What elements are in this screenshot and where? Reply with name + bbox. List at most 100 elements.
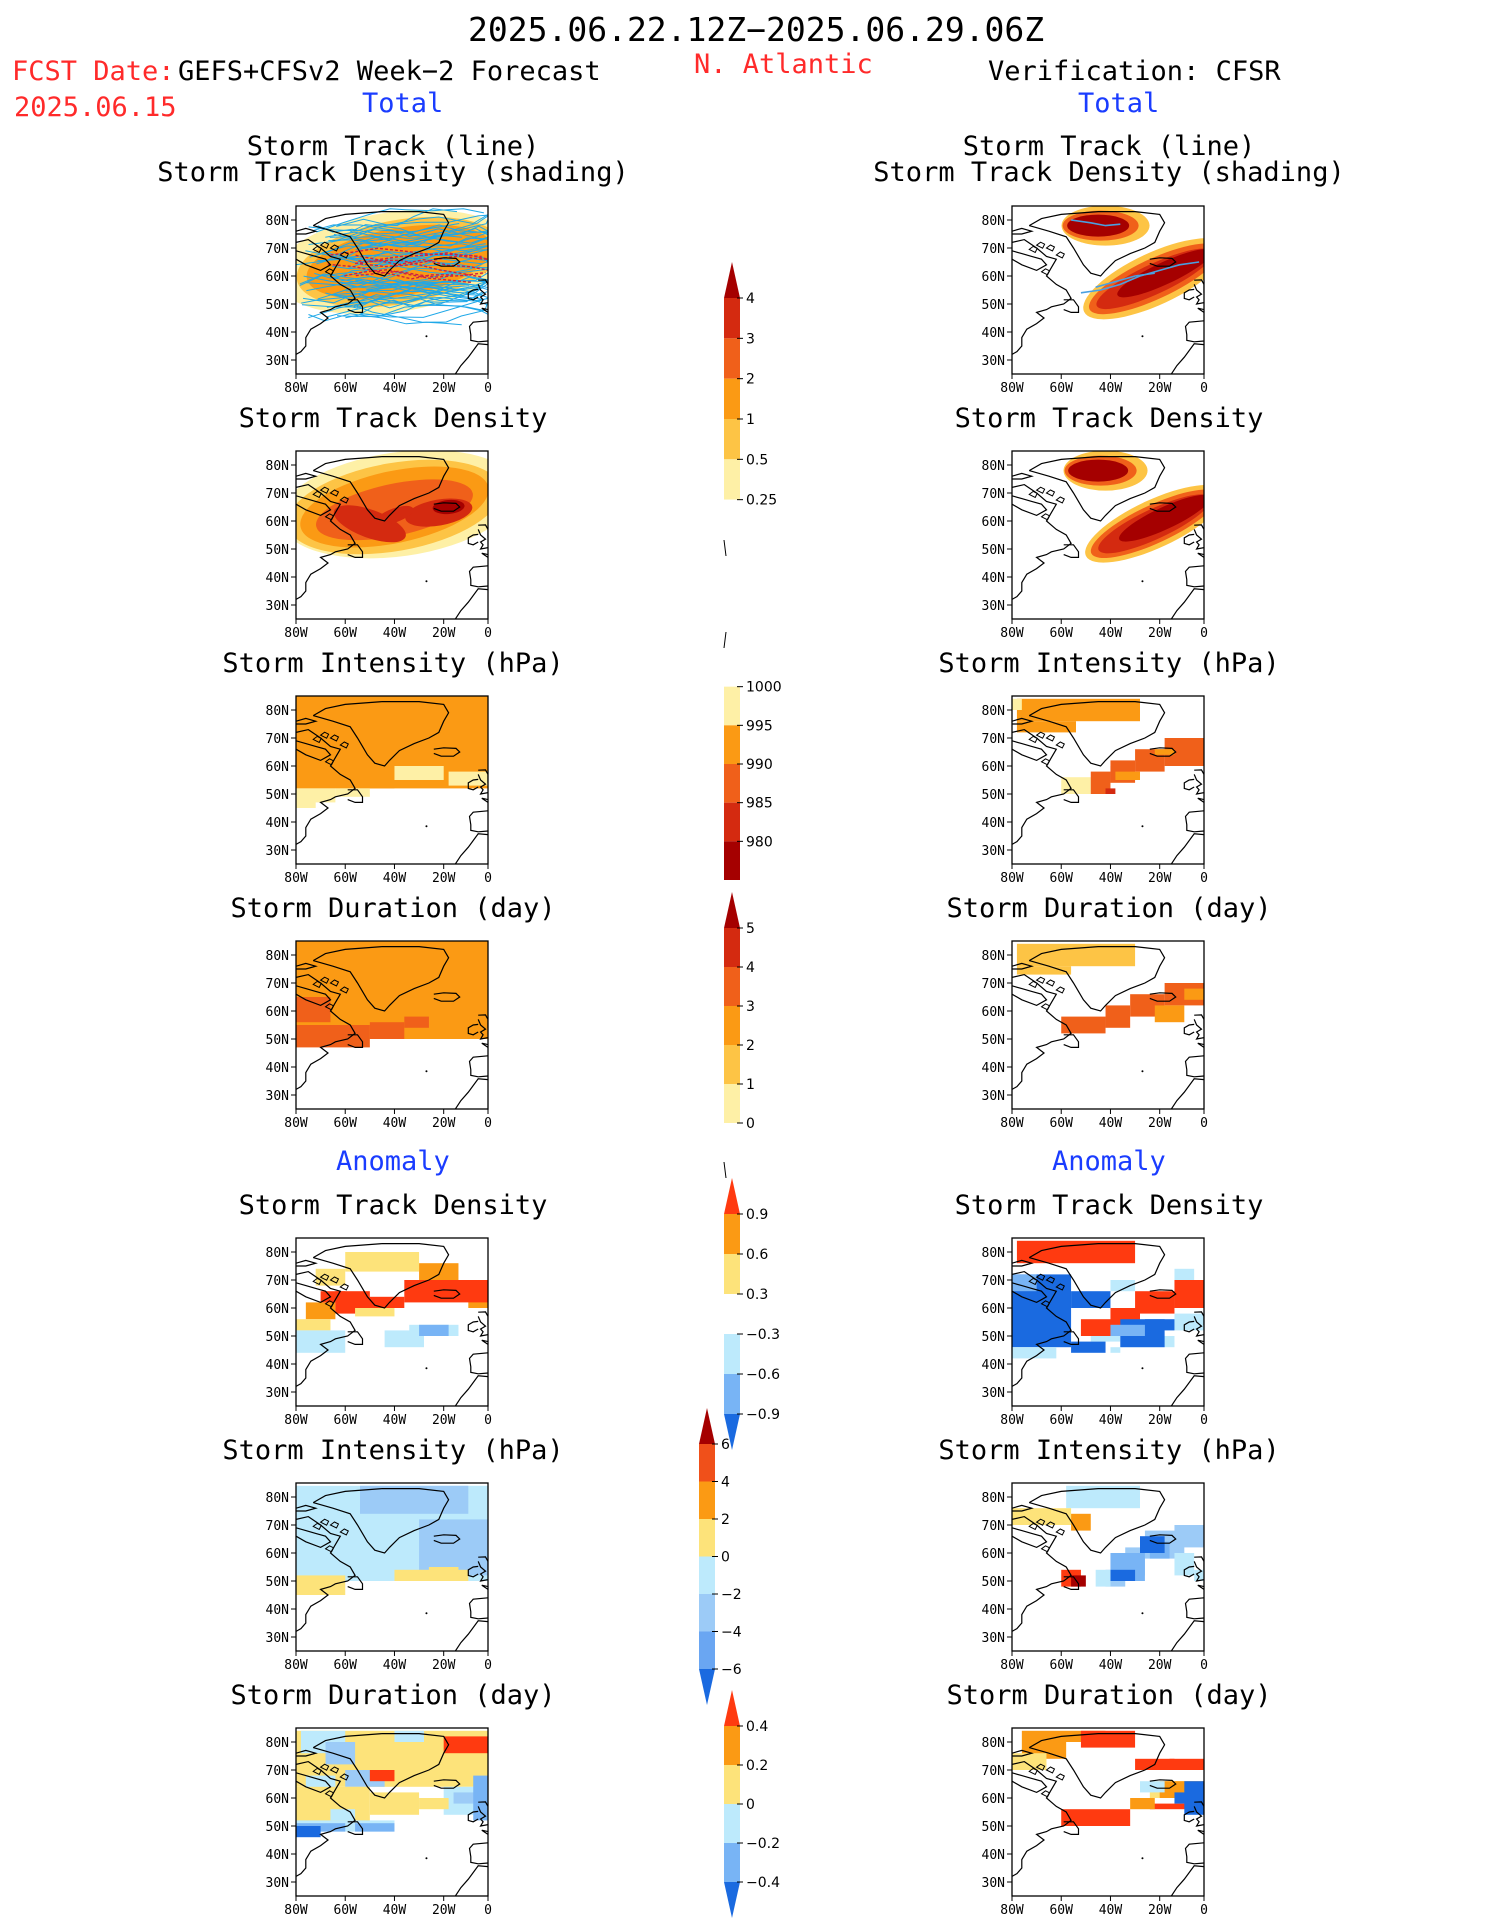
coastline: [1055, 986, 1065, 994]
coastline: [1012, 250, 1048, 272]
coastline: [1170, 1620, 1204, 1651]
coastline: [1045, 979, 1056, 987]
lon-tick-label: 0: [1200, 1658, 1208, 1673]
coastline: [468, 810, 488, 833]
shade-cell: [345, 1252, 420, 1272]
lat-tick-label: 80N: [266, 1491, 289, 1506]
coastline: [296, 717, 318, 725]
azores-dot: [425, 1857, 428, 1860]
shade-cell: [1130, 1798, 1155, 1810]
coastline: [481, 307, 488, 321]
panel-title-density-left: Storm Track Density: [238, 403, 548, 434]
coastline: [1028, 1242, 1166, 1309]
shade-cell: [296, 796, 316, 808]
map-area: [1012, 206, 1204, 374]
lat-tick-label: 80N: [982, 459, 1005, 474]
storm-track-line-mean: [355, 252, 488, 261]
coastline: [1183, 1320, 1195, 1333]
coastline: [1193, 769, 1204, 795]
colorbar-arrow-bottom: [724, 1414, 740, 1450]
storm-track-line: [317, 258, 483, 266]
map-frame: [295, 450, 489, 620]
lon-tick-label: 20W: [432, 1413, 456, 1428]
lon-tick-label: 40W: [1099, 1116, 1123, 1131]
coastline: [1040, 1003, 1051, 1011]
coastline: [324, 758, 335, 766]
verification-label: Verification: CFSR: [988, 56, 1281, 87]
colorbar-segment: [724, 1374, 740, 1414]
map-area: [296, 1238, 488, 1406]
lat-tick-label: 50N: [982, 1820, 1005, 1835]
colorbar-intensity-anom: 6 4 2 0 −2 −4 −6: [699, 1408, 742, 1705]
coastline: [339, 986, 349, 994]
coastline: [1063, 299, 1080, 314]
lon-tick-label: 20W: [1148, 1903, 1172, 1918]
shade-cell: [443, 1736, 488, 1754]
coastline: [319, 241, 330, 249]
coastline: [296, 238, 356, 355]
colorbar-label: −4: [721, 1625, 742, 1641]
coastline: [296, 1772, 332, 1794]
lat-tick-label: 70N: [982, 1519, 1005, 1534]
total-heading-left: Total: [362, 88, 444, 119]
azores-dot: [1141, 1070, 1144, 1073]
coastline: [477, 1014, 488, 1040]
shade-cell: [369, 1022, 405, 1039]
shade-cell: [369, 780, 395, 789]
lon-tick-label: 20W: [432, 626, 456, 641]
storm-track-line-mean: [344, 269, 473, 284]
lon-tick-label: 80W: [1000, 1116, 1024, 1131]
coastline: [477, 1556, 488, 1582]
lat-tick-label: 60N: [982, 1547, 1005, 1562]
storm-track-line-mean: [359, 254, 488, 268]
intensity-anomaly-map-forecast: 80N 70N 60N 50N 40N 30N 80W 60W 40W 20W 0: [266, 1482, 492, 1673]
colorbar-segment: [724, 1804, 740, 1843]
lon-tick-label: 80W: [1000, 626, 1024, 641]
coastline: [1012, 1749, 1034, 1757]
colorbar-label: 4: [746, 960, 755, 976]
colorbar-duration-anom: 0.4 0.2 0 −0.2 −0.4: [724, 1690, 780, 1918]
colorbar-label: 3: [746, 999, 755, 1015]
lat-tick-label: 50N: [266, 1033, 289, 1048]
lat-tick-label: 60N: [982, 1792, 1005, 1807]
coastline: [481, 1829, 488, 1843]
shade-cell: [1135, 1291, 1175, 1314]
colorbar-arrow-top: [724, 1690, 740, 1726]
coastline: [312, 735, 322, 744]
storm-track-line: [326, 280, 488, 308]
map-frame: [295, 205, 489, 375]
lon-tick-label: 0: [484, 1413, 492, 1428]
fcst-date-value: 2025.06.15: [14, 92, 177, 123]
coastline: [1028, 1522, 1038, 1531]
duration-anomaly-map-verification: 80N 70N 60N 50N 40N 30N 80W 60W 40W 20W 0: [982, 1727, 1208, 1918]
shade-cell: [1090, 771, 1111, 794]
colorbar-arrow-top: [724, 262, 740, 298]
storm-track-line: [361, 294, 488, 318]
lat-tick-label: 30N: [266, 844, 289, 859]
coastline: [1012, 740, 1048, 762]
coastline: [1170, 1375, 1204, 1406]
shade-cell: [296, 1823, 346, 1832]
shade-cell: [296, 1319, 331, 1331]
map-frame: [295, 1237, 489, 1407]
lon-tick-label: 80W: [1000, 381, 1024, 396]
coastline: [1193, 1556, 1204, 1582]
lat-tick-label: 50N: [266, 298, 289, 313]
coastline: [433, 1289, 461, 1299]
shade-cell: [419, 1798, 449, 1810]
lat-tick-label: 80N: [266, 1246, 289, 1261]
coastline: [1028, 210, 1166, 277]
azores-dot: [1141, 1367, 1144, 1370]
coastline: [1012, 1504, 1034, 1512]
coastline: [324, 1003, 335, 1011]
shade-cell: [1184, 1781, 1204, 1815]
lat-tick-label: 40N: [982, 326, 1005, 341]
coastline: [1170, 833, 1204, 864]
coastline: [1193, 1311, 1204, 1337]
coastline: [1149, 502, 1177, 512]
panel-title-intensity-anom-right: Storm Intensity (hPa): [938, 1435, 1280, 1466]
coastline: [329, 244, 340, 252]
colorbar-segment: [699, 1519, 715, 1557]
lat-tick-label: 40N: [982, 816, 1005, 831]
coastline: [296, 483, 356, 600]
